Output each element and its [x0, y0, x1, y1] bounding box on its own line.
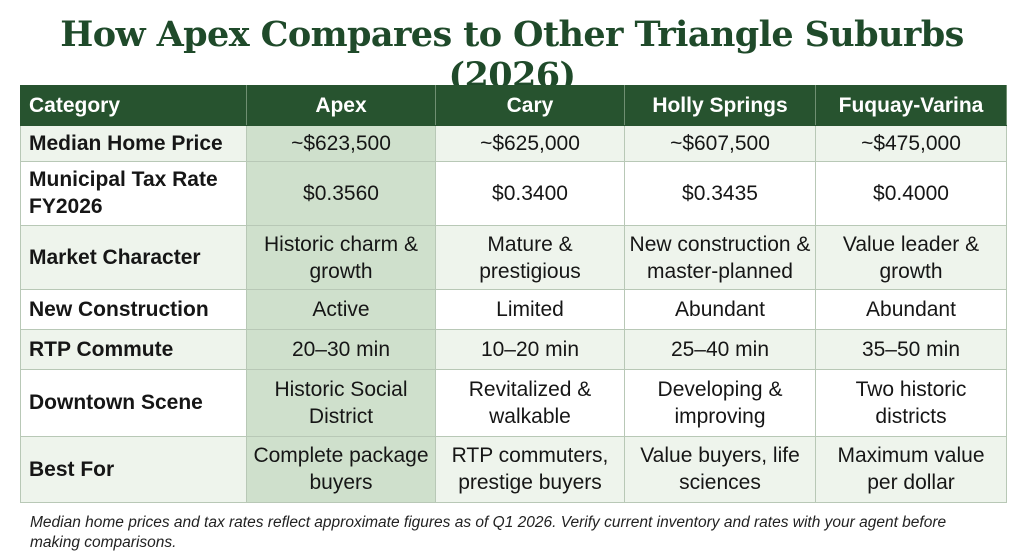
column-header-category: Category — [20, 85, 247, 126]
table-cell: Abundant — [815, 289, 1007, 331]
table-cell: ~$607,500 — [624, 125, 816, 162]
page-title: How Apex Compares to Other Triangle Subu… — [60, 14, 964, 96]
table-row: Median Home Price ~$623,500 ~$625,000 ~$… — [20, 125, 1007, 162]
table-cell: Two historic districts — [815, 369, 1007, 437]
row-label: Best For — [20, 435, 247, 504]
row-label: New Construction — [20, 289, 247, 331]
table-cell: $0.3560 — [246, 160, 436, 227]
table-cell: Active — [246, 289, 436, 331]
table-cell: ~$625,000 — [435, 125, 625, 162]
table-header-row: Category Apex Cary Holly Springs Fuquay-… — [20, 85, 1007, 126]
column-header-holly-springs: Holly Springs — [624, 85, 816, 126]
row-label: Market Character — [20, 225, 247, 291]
table-cell: Abundant — [624, 289, 816, 331]
table-cell: ~$623,500 — [246, 125, 436, 162]
row-label: RTP Commute — [20, 329, 247, 371]
table-row: Market Character Historic charm & growth… — [20, 225, 1007, 291]
table-cell: Value leader & growth — [815, 225, 1007, 291]
table-cell: Historic charm & growth — [246, 225, 436, 291]
table-cell: Maximum value per dollar — [815, 435, 1007, 504]
table-row: Downtown Scene Historic Social District … — [20, 369, 1007, 437]
table-cell: 25–40 min — [624, 329, 816, 371]
column-header-fuquay-varina: Fuquay-Varina — [815, 85, 1007, 126]
comparison-table: Category Apex Cary Holly Springs Fuquay-… — [20, 85, 1007, 504]
table-cell: 10–20 min — [435, 329, 625, 371]
table-cell: Complete package buyers — [246, 435, 436, 504]
table-row: New Construction Active Limited Abundant… — [20, 289, 1007, 331]
column-header-apex: Apex — [246, 85, 436, 126]
table-cell: New construction & master-planned — [624, 225, 816, 291]
row-label: Downtown Scene — [20, 369, 247, 437]
table-cell: 20–30 min — [246, 329, 436, 371]
row-label: Median Home Price — [20, 125, 247, 162]
table-row: Municipal Tax Rate FY2026 $0.3560 $0.340… — [20, 160, 1007, 227]
row-label: Municipal Tax Rate FY2026 — [20, 160, 247, 227]
footnote: Median home prices and tax rates reflect… — [30, 514, 947, 551]
table-cell: Revitalized & walkable — [435, 369, 625, 437]
table-cell: Developing & improving — [624, 369, 816, 437]
table-row: Best For Complete package buyers RTP com… — [20, 435, 1007, 504]
table-cell: Value buyers, life sciences — [624, 435, 816, 504]
table-cell: ~$475,000 — [815, 125, 1007, 162]
table-cell: Historic Social District — [246, 369, 436, 437]
table-cell: $0.4000 — [815, 160, 1007, 227]
column-header-cary: Cary — [435, 85, 625, 126]
table-cell: Mature & prestigious — [435, 225, 625, 291]
table-cell: 35–50 min — [815, 329, 1007, 371]
table-row: RTP Commute 20–30 min 10–20 min 25–40 mi… — [20, 329, 1007, 371]
table-cell: $0.3435 — [624, 160, 816, 227]
table-cell: Limited — [435, 289, 625, 331]
table-cell: $0.3400 — [435, 160, 625, 227]
table-cell: RTP commuters, prestige buyers — [435, 435, 625, 504]
